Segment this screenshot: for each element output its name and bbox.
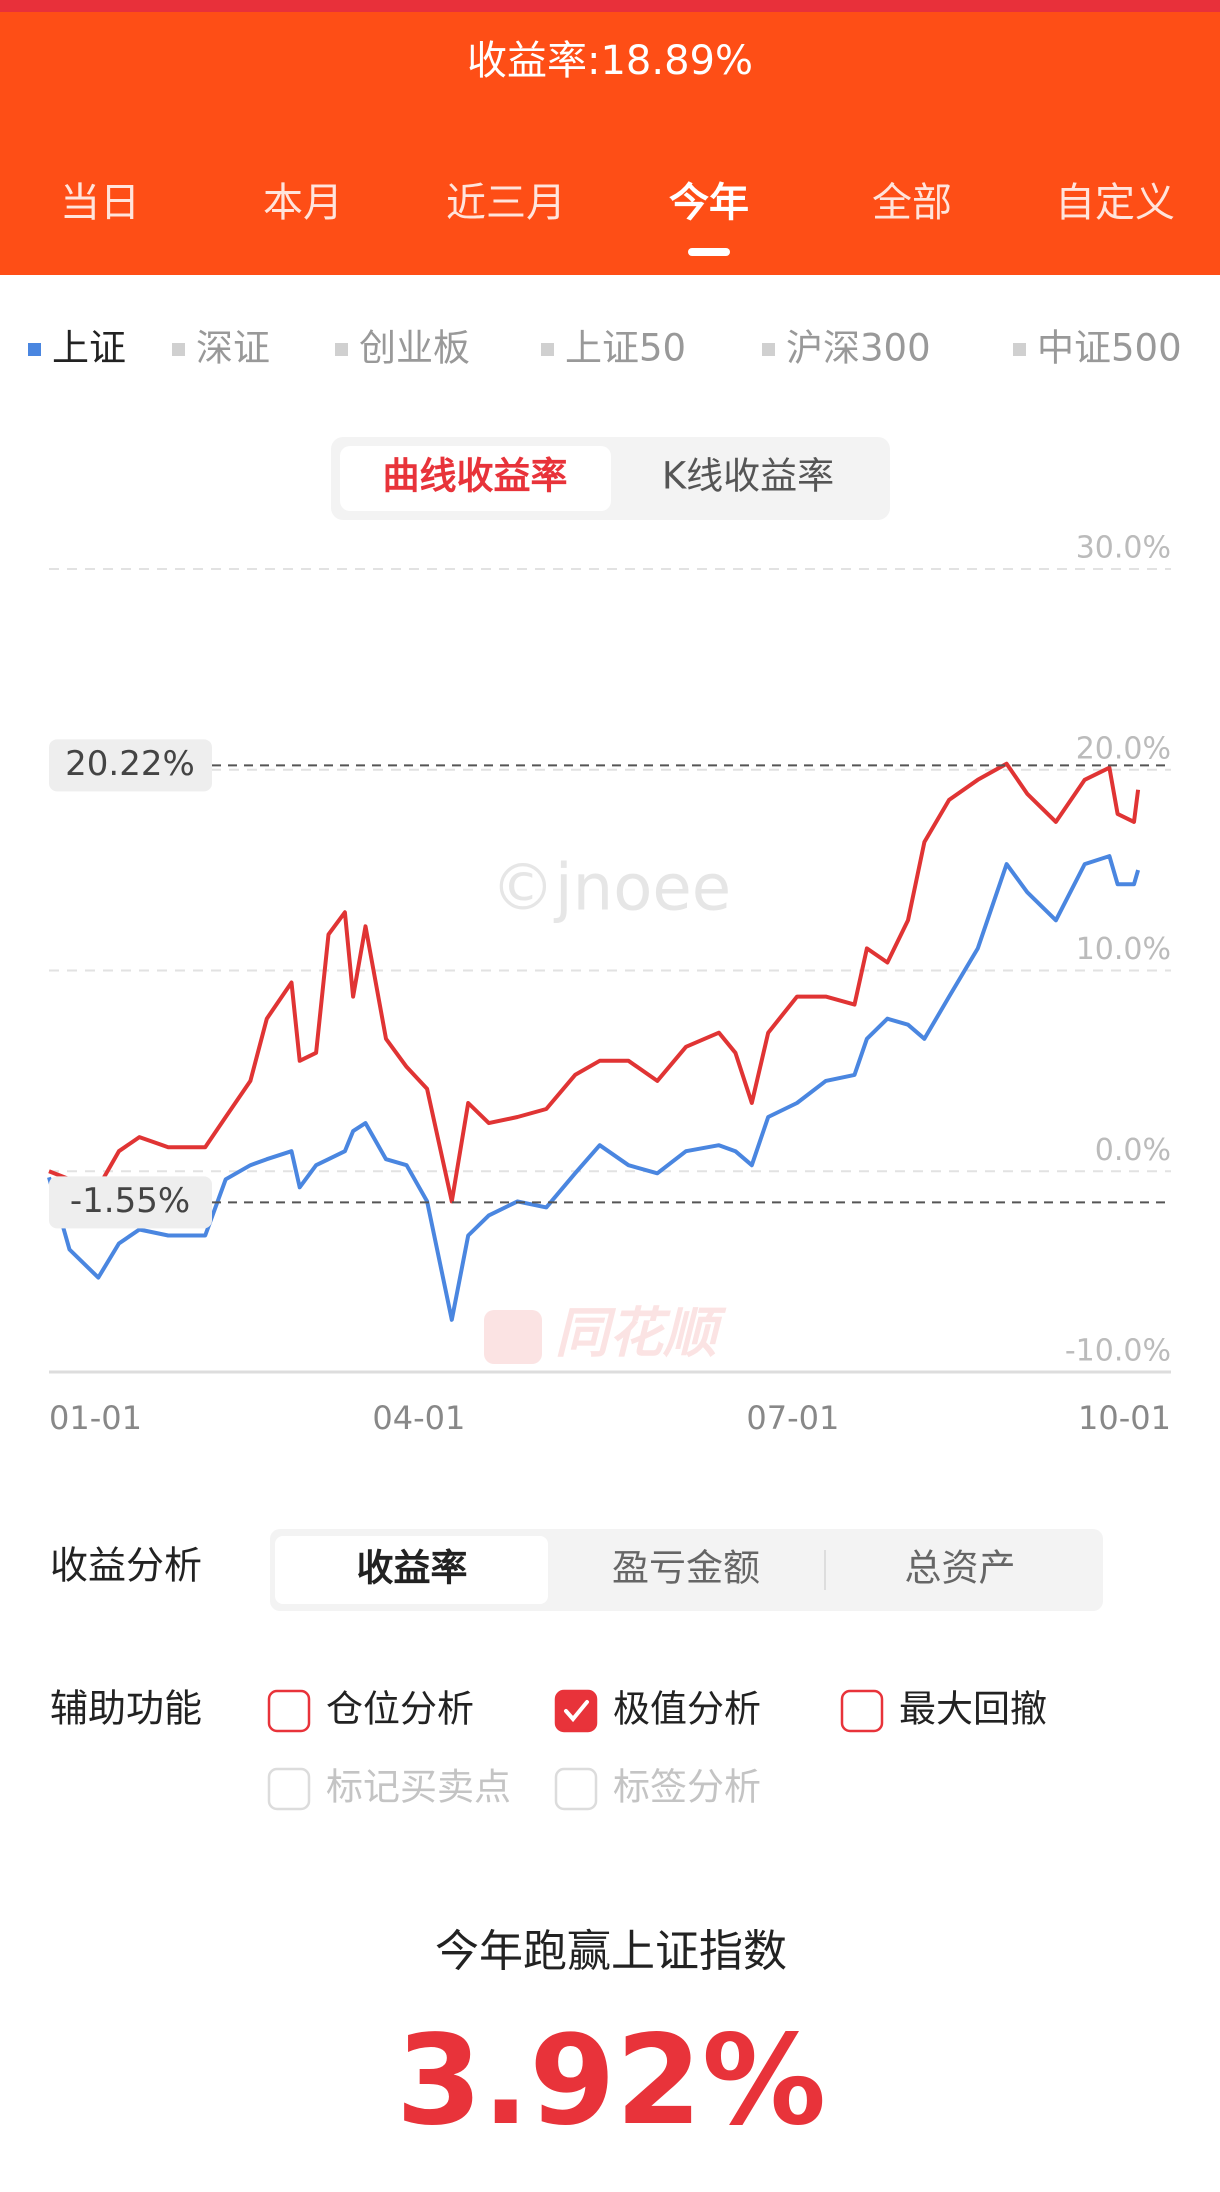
analysis-item[interactable]: 盈亏金额	[612, 1547, 760, 1590]
index-marker	[335, 343, 348, 356]
toggle-item[interactable]: K线收益率	[662, 455, 834, 498]
checkbox-label[interactable]: 仓位分析	[326, 1688, 474, 1731]
tab[interactable]: 当日	[60, 180, 140, 226]
tab[interactable]: 自定义	[1055, 180, 1175, 226]
tab-indicator	[688, 248, 730, 256]
analysis-item[interactable]: 收益率	[357, 1547, 468, 1590]
watermark: ©jnoee	[491, 852, 731, 926]
status-strip	[0, 0, 1220, 12]
watermark: 同花顺	[555, 1302, 727, 1365]
header-title: 收益率:18.89%	[467, 38, 753, 84]
y-tick-label: 10.0%	[1076, 932, 1171, 967]
series-line	[47, 854, 1141, 1322]
tab[interactable]: 本月	[263, 180, 343, 226]
checkbox-label: 标记买卖点	[326, 1766, 511, 1809]
assist-label: 辅助功能	[50, 1687, 202, 1731]
checkbox	[267, 1767, 311, 1811]
summary-value: 3.92%	[396, 2009, 826, 2153]
y-tick-label: -10.0%	[1065, 1334, 1171, 1369]
tab[interactable]: 近三月	[446, 180, 566, 226]
x-tick-label: 04-01	[372, 1399, 465, 1437]
toggle-item[interactable]: 曲线收益率	[383, 455, 568, 498]
index-item[interactable]: 中证500	[1037, 327, 1182, 370]
checkbox-label[interactable]: 极值分析	[613, 1688, 761, 1731]
x-tick-label: 01-01	[49, 1399, 142, 1437]
index-marker	[172, 343, 185, 356]
checkbox-label: 标签分析	[613, 1766, 761, 1809]
y-tick-label: 20.0%	[1076, 731, 1171, 766]
x-tick-label: 07-01	[746, 1399, 839, 1437]
analysis-item[interactable]: 总资产	[905, 1547, 1016, 1590]
index-item[interactable]: 创业板	[359, 327, 470, 370]
tab[interactable]: 全部	[872, 180, 952, 226]
index-marker	[1013, 343, 1026, 356]
index-marker	[28, 343, 41, 356]
extreme-label: -1.55%	[70, 1181, 190, 1221]
header-bg	[0, 0, 1220, 275]
checkbox[interactable]	[267, 1689, 311, 1733]
extreme-label-bg	[49, 1176, 212, 1229]
x-tick-label: 10-01	[1078, 1399, 1171, 1437]
series-line	[48, 761, 1141, 1204]
checkbox[interactable]	[554, 1689, 598, 1733]
checkbox[interactable]	[840, 1689, 884, 1733]
index-item[interactable]: 沪深300	[786, 327, 931, 370]
index-marker	[541, 343, 554, 356]
checkbox-label[interactable]: 最大回撤	[899, 1688, 1047, 1731]
toggle-active	[340, 446, 611, 511]
extreme-label: 20.22%	[65, 744, 195, 784]
tab[interactable]: 今年	[669, 180, 749, 226]
analysis-active	[275, 1536, 548, 1604]
checkbox	[554, 1767, 598, 1811]
index-item[interactable]: 上证50	[565, 327, 686, 370]
y-tick-label: 30.0%	[1076, 531, 1171, 566]
checkmark	[564, 1700, 589, 1723]
summary-title: 今年跑赢上证指数	[435, 1926, 787, 1977]
watermark-icon	[484, 1310, 542, 1364]
index-marker	[762, 343, 775, 356]
extreme-label-bg	[49, 739, 212, 792]
index-item[interactable]: 上证	[52, 327, 126, 370]
analysis-label: 收益分析	[50, 1544, 202, 1588]
y-tick-label: 0.0%	[1095, 1133, 1171, 1168]
index-item[interactable]: 深证	[196, 327, 270, 370]
